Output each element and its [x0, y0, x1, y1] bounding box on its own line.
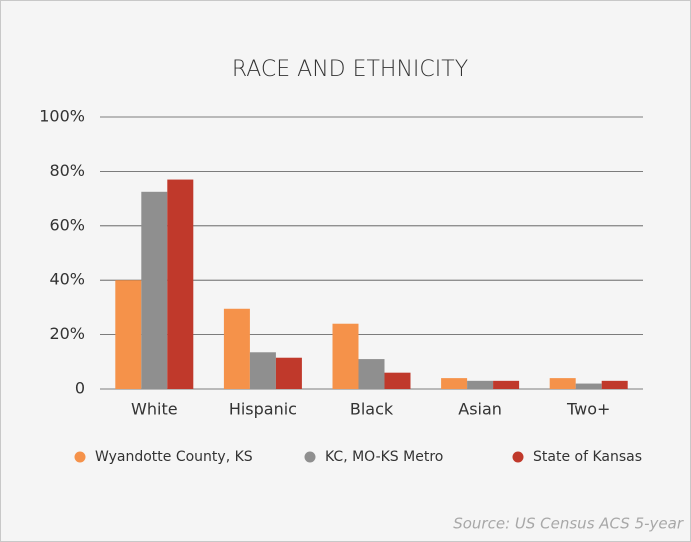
x-tick-label: Asian	[458, 400, 502, 419]
legend-marker	[512, 451, 524, 463]
bar	[549, 378, 576, 389]
y-tick-label: 20%	[49, 324, 85, 343]
y-tick-label: 0	[75, 379, 85, 398]
bar	[275, 357, 302, 389]
bar	[223, 308, 250, 389]
bar	[358, 359, 385, 389]
bar	[575, 383, 602, 389]
x-tick-label: Two+	[566, 400, 610, 419]
bar	[249, 352, 276, 389]
bar	[384, 372, 411, 389]
bar	[467, 380, 494, 389]
x-tick-label: Black	[350, 400, 394, 419]
legend-label: State of Kansas	[533, 449, 642, 465]
bar	[141, 191, 168, 389]
y-tick-label: 100%	[39, 107, 85, 126]
bar	[167, 179, 194, 389]
bar	[115, 280, 142, 389]
legend-label: Wyandotte County, KS	[95, 449, 253, 465]
y-tick-label: 80%	[49, 161, 85, 180]
y-tick-label: 40%	[49, 270, 85, 289]
x-tick-label: Hispanic	[229, 400, 297, 419]
x-tick-label: White	[131, 400, 178, 419]
bar	[601, 380, 628, 389]
source: Source: US Census ACS 5-year	[453, 515, 684, 533]
bar	[493, 380, 520, 389]
y-tick-label: 60%	[49, 215, 85, 234]
legend-marker	[304, 451, 316, 463]
bar	[441, 378, 468, 389]
legend-marker	[74, 451, 86, 463]
chart-title: RACE AND ETHNICITY	[232, 57, 468, 82]
bar	[332, 323, 359, 389]
legend-label: KC, MO-KS Metro	[325, 449, 443, 465]
